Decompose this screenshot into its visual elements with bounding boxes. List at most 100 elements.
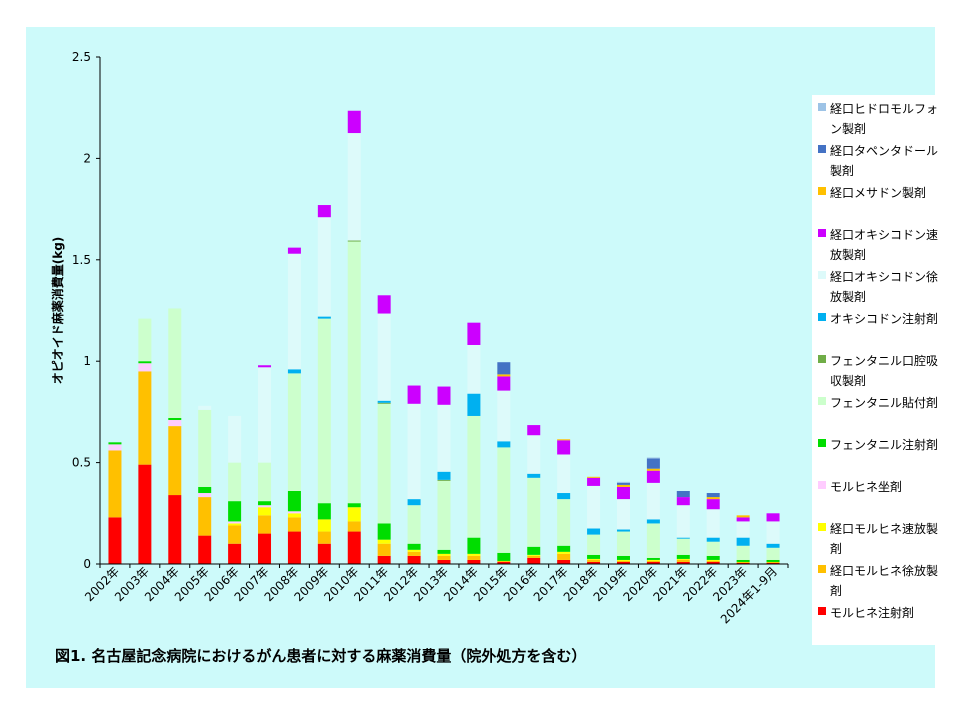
bar-segment xyxy=(497,560,511,562)
bar-segment xyxy=(258,365,272,368)
bar-segment xyxy=(437,549,451,554)
bar-segment xyxy=(228,501,242,522)
bar-segment xyxy=(676,497,690,506)
bar-segment xyxy=(168,426,182,496)
bar-segment xyxy=(527,554,541,556)
legend-swatch xyxy=(818,565,826,573)
bar-segment xyxy=(616,559,630,561)
bar-segment xyxy=(736,515,750,518)
bar-segment xyxy=(407,555,421,564)
bar-segment xyxy=(258,501,272,506)
bar-segment xyxy=(287,531,301,564)
bar-segment xyxy=(258,533,272,564)
bar-segment xyxy=(407,505,421,544)
bar-segment xyxy=(587,561,601,564)
bar-segment xyxy=(407,543,421,550)
bar-segment xyxy=(497,552,511,561)
bar-segment xyxy=(228,523,242,526)
bar-segment xyxy=(467,559,481,564)
bar-segment xyxy=(646,519,660,524)
bar-segment xyxy=(377,400,391,403)
bar-segment xyxy=(527,557,541,564)
legend-swatch xyxy=(818,187,826,195)
bar-segment xyxy=(527,477,541,547)
legend-swatch xyxy=(818,523,826,531)
bar-segment xyxy=(587,558,601,560)
legend-swatch xyxy=(818,145,826,153)
bar-segment xyxy=(766,521,780,544)
bar-segment xyxy=(467,322,481,345)
bar-segment xyxy=(287,369,301,374)
bar-segment xyxy=(287,517,301,532)
bar-segment xyxy=(616,481,630,483)
bar-segment xyxy=(676,559,690,562)
bar-segment xyxy=(736,562,750,564)
y-tick-label: 1 xyxy=(83,354,91,368)
bar-segment xyxy=(557,439,571,441)
bar-segment xyxy=(497,390,511,442)
legend-label: フェンタニル口腔吸収製剤 xyxy=(830,354,939,388)
bar-segment xyxy=(258,462,272,502)
bar-segment xyxy=(527,473,541,478)
bar-segment xyxy=(228,521,242,524)
bar-segment xyxy=(317,217,331,317)
bar-segment xyxy=(766,547,780,560)
bar-segment xyxy=(437,553,451,556)
legend-label: 経口モルヒネ徐放製剤 xyxy=(830,564,939,598)
bar-segment xyxy=(497,447,511,553)
legend-label: 経口タペンタドール製剤 xyxy=(830,144,939,178)
bar-segment xyxy=(646,468,660,471)
bar-segment xyxy=(377,403,391,524)
bar-segment xyxy=(706,499,720,510)
bar-segment xyxy=(527,435,541,474)
bar-segment xyxy=(646,559,660,561)
bar-segment xyxy=(198,497,212,536)
bar-segment xyxy=(676,554,690,559)
bar-segment xyxy=(347,521,361,532)
bar-segment xyxy=(287,253,301,370)
bar-segment xyxy=(706,493,720,498)
legend-label: オキシコドン注射剤 xyxy=(830,312,939,326)
bar-segment xyxy=(706,537,720,542)
legend-label: 経口ヒドロモルフォン製剤 xyxy=(830,102,939,136)
figure-caption: 図1. 名古屋記念病院におけるがん患者に対する麻薬消費量（院外処方を含む） xyxy=(55,647,587,665)
bar-segment xyxy=(766,561,780,563)
bar-segment xyxy=(557,553,571,560)
bar-segment xyxy=(736,517,750,522)
bar-segment xyxy=(437,386,451,405)
legend-label: 経口オキシコドン速放製剤 xyxy=(830,228,939,262)
bar-segment xyxy=(616,555,630,560)
legend-swatch xyxy=(818,481,826,489)
bar-segment xyxy=(706,559,720,561)
bar-segment xyxy=(646,560,660,562)
bar-segment xyxy=(557,493,571,500)
bar-segment xyxy=(198,493,212,498)
bar-segment xyxy=(497,374,511,377)
bar-segment xyxy=(138,363,152,372)
legend-swatch xyxy=(818,313,826,321)
bar-segment xyxy=(616,561,630,564)
bar-segment xyxy=(676,558,690,560)
bar-segment xyxy=(377,523,391,540)
legend-label: フェンタニル貼付剤 xyxy=(830,396,939,410)
bar-segment xyxy=(706,555,720,560)
bar-segment xyxy=(287,511,301,514)
bar-segment xyxy=(467,537,481,554)
bar-segment xyxy=(168,495,182,564)
bar-segment xyxy=(497,362,511,375)
bar-segment xyxy=(437,480,451,550)
y-tick-label: 0 xyxy=(83,557,91,571)
bar-segment xyxy=(557,440,571,455)
bar-segment xyxy=(587,528,601,535)
bar-segment xyxy=(407,551,421,556)
legend-swatch xyxy=(818,355,826,363)
legend-label: 経口オキシコドン徐放製剤 xyxy=(830,270,939,304)
bar-segment xyxy=(317,503,331,520)
bar-segment xyxy=(317,316,331,319)
bar-segment xyxy=(407,385,421,404)
y-tick-label: 2.5 xyxy=(72,50,91,64)
chart-panel: 2002年 2003年 2004年 2005年 2006年 2007年 2008年 2009年… xyxy=(26,27,949,688)
bar-segment xyxy=(587,476,601,478)
bar-segment xyxy=(616,484,630,487)
bar-segment xyxy=(527,546,541,555)
